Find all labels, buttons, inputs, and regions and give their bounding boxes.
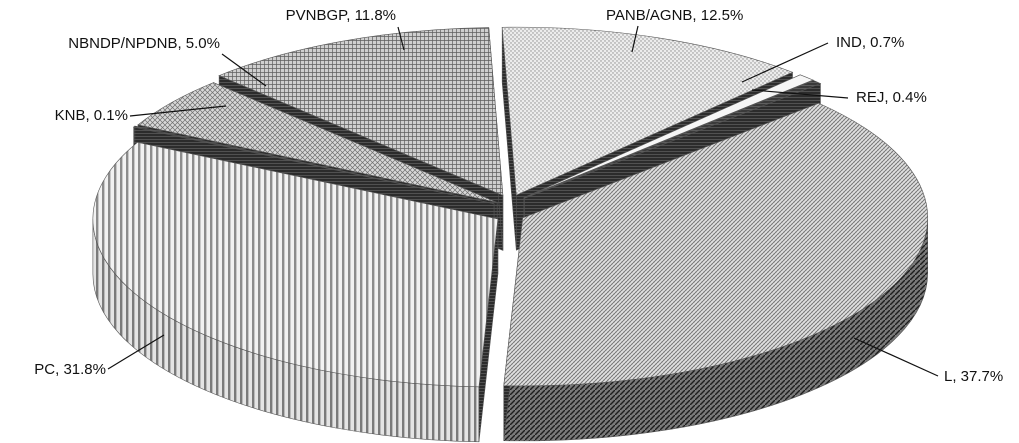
slice-label-nbndp-npdnb: NBNDP/NPDNB, 5.0% [68, 35, 220, 52]
slice-label-l: L, 37.7% [944, 368, 1003, 385]
slice-label-rej: REJ, 0.4% [856, 89, 927, 106]
slice-label-knb: KNB, 0.1% [55, 107, 128, 124]
slice-label-pc: PC, 31.8% [34, 361, 106, 378]
slices-layer [93, 27, 928, 442]
slice-label-panb-agnb: PANB/AGNB, 12.5% [606, 7, 743, 24]
slice-label-pvnbgp: PVNBGP, 11.8% [286, 7, 396, 24]
slice-label-ind: IND, 0.7% [836, 34, 904, 51]
